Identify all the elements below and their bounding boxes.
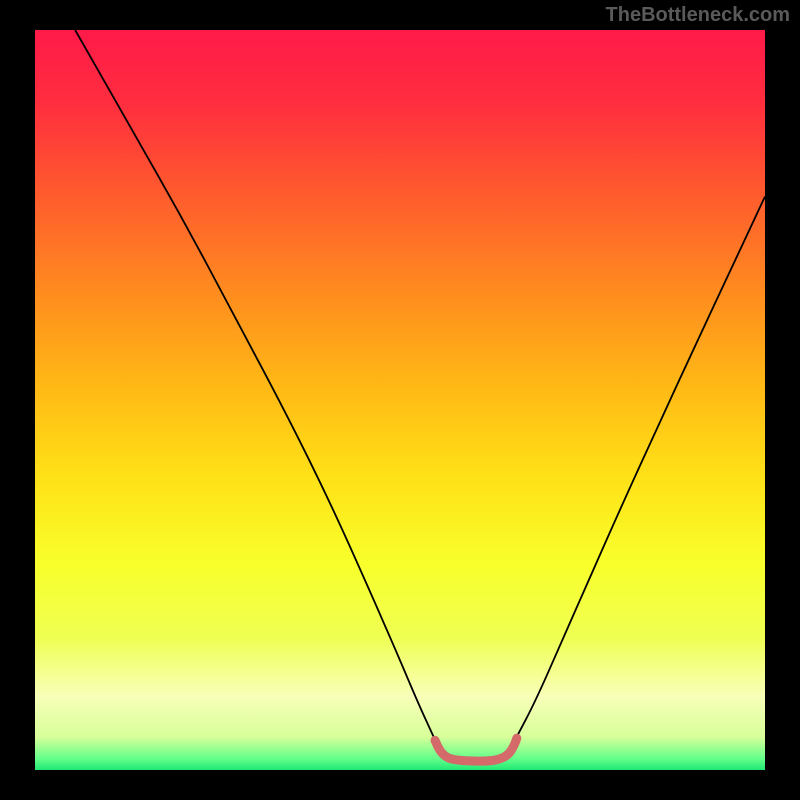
bottleneck-flat-region [435,738,517,761]
plot-area [35,30,765,770]
chart-container: TheBottleneck.com [0,0,800,800]
curve-layer [35,30,765,770]
watermark-text: TheBottleneck.com [606,4,790,27]
right-curve [517,197,765,737]
left-curve [75,30,433,737]
